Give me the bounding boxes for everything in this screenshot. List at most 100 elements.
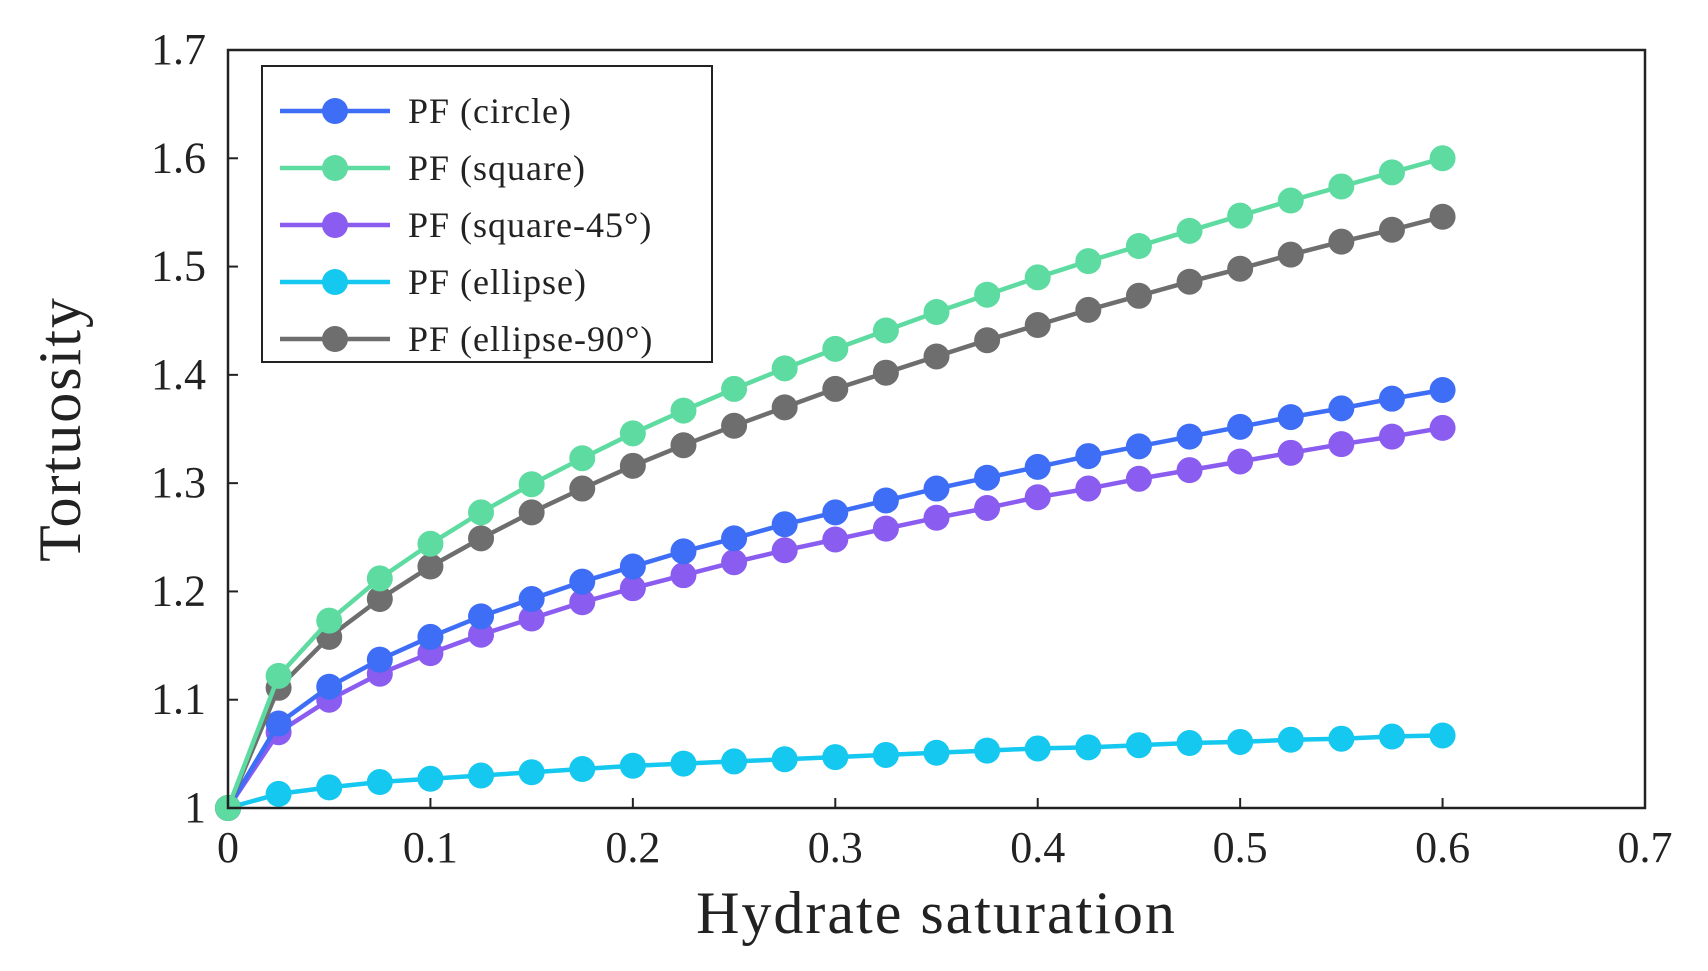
legend-marker <box>322 269 348 295</box>
data-point <box>468 499 495 526</box>
legend-label: PF (ellipse-90°) <box>408 319 653 359</box>
data-point <box>468 603 495 630</box>
data-point <box>265 780 292 807</box>
data-point <box>1125 232 1152 259</box>
y-axis-title: Tortuosity <box>27 296 93 562</box>
data-point <box>518 471 545 498</box>
data-point <box>721 412 748 439</box>
data-point <box>1125 732 1152 759</box>
data-point <box>670 432 697 459</box>
data-point <box>417 553 444 580</box>
data-point <box>721 525 748 552</box>
data-point <box>822 744 849 771</box>
data-point <box>569 568 596 595</box>
data-point <box>1378 423 1405 450</box>
data-point <box>1075 475 1102 502</box>
data-point <box>1328 395 1355 422</box>
data-point <box>771 355 798 382</box>
data-point <box>619 752 646 779</box>
data-point <box>265 710 292 737</box>
legend-marker <box>322 98 348 124</box>
data-point <box>366 586 393 613</box>
data-point <box>1024 484 1051 511</box>
data-point <box>1277 439 1304 466</box>
legend-entry: PF (ellipse) <box>280 262 586 302</box>
data-point <box>1227 202 1254 229</box>
legend-entry: PF (ellipse-90°) <box>280 319 653 359</box>
data-point <box>872 741 899 768</box>
data-point <box>619 420 646 447</box>
data-point <box>1328 431 1355 458</box>
data-point <box>1277 187 1304 214</box>
data-point <box>1328 228 1355 255</box>
y-tick-label: 1.5 <box>151 242 206 291</box>
data-point <box>518 605 545 632</box>
data-point <box>569 445 596 472</box>
data-point <box>1227 448 1254 475</box>
y-tick-label: 1.3 <box>151 458 206 507</box>
x-tick-label: 0.3 <box>808 823 863 872</box>
x-tick-label: 0.1 <box>403 823 458 872</box>
data-point <box>1024 453 1051 480</box>
data-point <box>1227 413 1254 440</box>
legend: PF (circle) PF (square) PF (square-45°) PF … <box>261 65 713 363</box>
y-tick-label: 1 <box>184 783 206 832</box>
data-point <box>1176 457 1203 484</box>
data-point <box>1227 728 1254 755</box>
data-point <box>974 464 1001 491</box>
data-point <box>1227 255 1254 282</box>
x-tick-label: 0.5 <box>1213 823 1268 872</box>
x-tick-label: 0.2 <box>605 823 660 872</box>
data-point <box>1125 465 1152 492</box>
legend-label: PF (square-45°) <box>408 205 652 245</box>
data-point <box>1378 723 1405 750</box>
data-point <box>721 748 748 775</box>
data-point <box>1429 145 1456 172</box>
data-point <box>1125 282 1152 309</box>
data-point <box>569 756 596 783</box>
data-point <box>670 397 697 424</box>
data-point <box>974 737 1001 764</box>
data-point <box>923 504 950 531</box>
data-point <box>619 575 646 602</box>
data-point <box>670 750 697 777</box>
data-point <box>316 673 343 700</box>
data-point <box>1176 730 1203 757</box>
x-tick-label: 0 <box>217 823 239 872</box>
data-point <box>872 487 899 514</box>
data-point <box>923 475 950 502</box>
data-point <box>974 495 1001 522</box>
series-3 <box>215 722 1456 821</box>
y-tick-label: 1.6 <box>151 133 206 182</box>
legend-entry: PF (circle) <box>280 91 571 131</box>
data-point <box>1176 217 1203 244</box>
data-point <box>1277 241 1304 268</box>
series-1 <box>215 145 1456 821</box>
data-point <box>822 526 849 553</box>
data-point <box>1075 734 1102 761</box>
data-point <box>721 375 748 402</box>
data-point <box>974 327 1001 354</box>
data-point <box>822 375 849 402</box>
data-point <box>1075 248 1102 275</box>
data-point <box>822 499 849 526</box>
y-tick-label: 1.2 <box>151 566 206 615</box>
data-point <box>721 549 748 576</box>
x-axis: 0 0.1 0.2 0.3 0.4 0.5 0.6 0.7 <box>217 798 1673 872</box>
data-point <box>670 538 697 565</box>
data-point <box>518 759 545 786</box>
data-point <box>1378 385 1405 412</box>
data-point <box>316 607 343 634</box>
data-point <box>1277 726 1304 753</box>
data-point <box>1378 216 1405 243</box>
data-point <box>923 343 950 370</box>
data-point <box>316 774 343 801</box>
data-point <box>771 394 798 421</box>
data-point <box>670 562 697 589</box>
data-point <box>417 530 444 557</box>
data-point <box>1176 268 1203 295</box>
data-point <box>771 746 798 773</box>
data-point <box>417 623 444 650</box>
data-point <box>468 525 495 552</box>
